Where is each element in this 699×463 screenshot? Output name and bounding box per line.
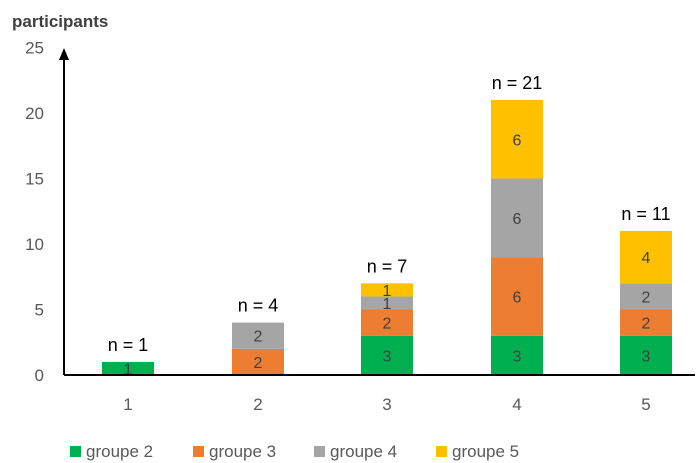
y-axis-ticks: 0 5 10 15 20 25 bbox=[25, 39, 44, 385]
bar-segment-label: 6 bbox=[513, 211, 522, 228]
bar-segment-label: 3 bbox=[513, 348, 522, 365]
bar-segment-label: 6 bbox=[513, 289, 522, 306]
bar-segment bbox=[491, 335, 543, 375]
x-tick-label: 4 bbox=[512, 395, 521, 414]
legend-swatch bbox=[436, 446, 447, 457]
y-tick-label: 20 bbox=[25, 104, 44, 123]
bar-segment-label: 6 bbox=[513, 132, 522, 149]
bar-segment bbox=[620, 309, 672, 336]
legend-label: groupe 5 bbox=[452, 442, 519, 461]
y-tick-label: 0 bbox=[35, 366, 44, 385]
y-tick-label: 15 bbox=[25, 170, 44, 189]
y-tick-label: 25 bbox=[25, 39, 44, 58]
x-axis-ticks: 1 2 3 4 5 bbox=[123, 395, 650, 414]
bar-segment bbox=[361, 283, 413, 297]
bar-total-label: n = 7 bbox=[367, 256, 408, 276]
bar-segment bbox=[620, 230, 672, 284]
bar-total-label: n = 11 bbox=[621, 204, 670, 224]
x-tick-label: 5 bbox=[641, 395, 650, 414]
x-tick-label: 2 bbox=[253, 395, 262, 414]
legend-label: groupe 4 bbox=[330, 442, 397, 461]
legend: groupe 2 groupe 3 groupe 4 groupe 5 bbox=[70, 442, 519, 461]
bar-total-label: n = 21 bbox=[492, 73, 543, 93]
bar-segment-label: 1 bbox=[124, 361, 133, 378]
bar-total-label: n = 4 bbox=[238, 296, 279, 316]
bar-segment-label: 2 bbox=[642, 316, 651, 333]
legend-swatch bbox=[314, 446, 325, 457]
bar-segment bbox=[620, 283, 672, 310]
y-axis-title: participants bbox=[12, 12, 108, 31]
bar-segment-label: 4 bbox=[642, 250, 651, 267]
bar-segment bbox=[361, 335, 413, 375]
legend-swatch bbox=[70, 446, 81, 457]
bar-segment-label: 2 bbox=[254, 329, 263, 346]
x-tick-label: 3 bbox=[382, 395, 391, 414]
legend-swatch bbox=[193, 446, 204, 457]
bar-segment-label: 1 bbox=[383, 283, 392, 300]
bar-totals: n = 1 n = 4 n = 7 n = 21 n = 11 bbox=[108, 73, 671, 355]
bar-segment bbox=[232, 322, 284, 349]
bar-segment-label: 1 bbox=[383, 296, 392, 313]
bar-segment-label: 3 bbox=[642, 348, 651, 365]
bar-segment-label: 3 bbox=[383, 348, 392, 365]
bar-segment bbox=[491, 99, 543, 179]
y-tick-label: 5 bbox=[35, 301, 44, 320]
bar-segment bbox=[491, 257, 543, 336]
bar-segment bbox=[491, 178, 543, 258]
y-tick-label: 10 bbox=[25, 235, 44, 254]
bar-segment bbox=[361, 296, 413, 310]
legend-label: groupe 2 bbox=[86, 442, 153, 461]
bar-segment-label: 2 bbox=[383, 316, 392, 333]
axes bbox=[59, 48, 695, 376]
legend-label: groupe 3 bbox=[209, 442, 276, 461]
bar-segment bbox=[361, 309, 413, 336]
bar-total-label: n = 1 bbox=[108, 335, 149, 355]
y-axis-arrowhead bbox=[59, 48, 69, 60]
bar-segment-label: 2 bbox=[642, 289, 651, 306]
bar-segment bbox=[232, 348, 284, 375]
bar-segment-label: 2 bbox=[254, 355, 263, 372]
x-tick-label: 1 bbox=[123, 395, 132, 414]
bar-segment bbox=[620, 335, 672, 375]
bar-segment bbox=[102, 361, 154, 375]
